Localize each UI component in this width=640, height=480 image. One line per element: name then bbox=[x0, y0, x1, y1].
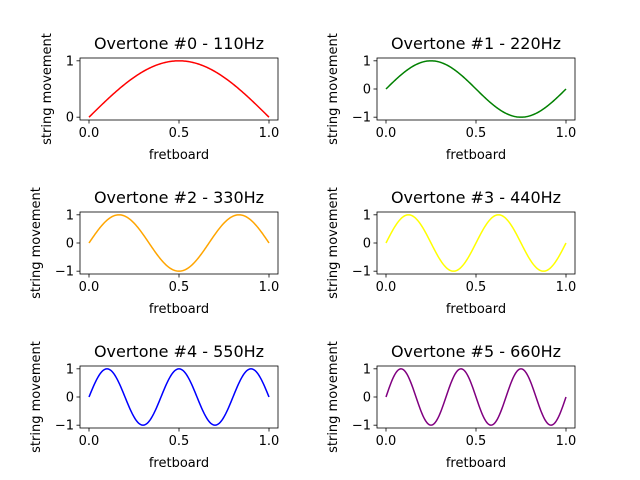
subplot-1: 0.0 0.5 1.0 −1 0 1 Overtone #1 - 220Hz fretboar… bbox=[326, 33, 576, 163]
series-line bbox=[88, 214, 270, 272]
x-axis-label: fretboard bbox=[149, 148, 209, 163]
x-tick-label: 0.0 bbox=[79, 126, 100, 141]
y-tick-label: 1 bbox=[66, 54, 74, 69]
x-axis-label: fretboard bbox=[446, 456, 506, 471]
y-tick-label: 0 bbox=[363, 83, 371, 98]
x-axis-label: fretboard bbox=[149, 456, 209, 471]
y-tick-label: −1 bbox=[352, 419, 371, 434]
x-tick-label: 0.0 bbox=[376, 280, 397, 295]
y-axis-label: string movement bbox=[29, 187, 44, 299]
series-line bbox=[385, 368, 567, 426]
axes-frame bbox=[79, 365, 279, 429]
subplot-5: 0.0 0.5 1.0 −1 0 1 Overtone #5 - 660Hz fretboar… bbox=[326, 341, 576, 471]
x-tick-label: 0.0 bbox=[376, 126, 397, 141]
y-axis-label: string movement bbox=[29, 341, 44, 453]
x-tick-label: 0.0 bbox=[79, 434, 100, 449]
y-tick-label: 0 bbox=[363, 391, 371, 406]
subplot-title: Overtone #0 - 110Hz bbox=[94, 34, 264, 53]
y-tick-label: 0 bbox=[363, 237, 371, 252]
subplot-4: 0.0 0.5 1.0 −1 0 1 Overtone #4 - 550Hz fretboar… bbox=[29, 341, 279, 471]
x-tick-label: 0.5 bbox=[466, 434, 487, 449]
y-tick-label: 1 bbox=[363, 362, 371, 377]
x-tick-label: 0.0 bbox=[79, 280, 100, 295]
x-tick-label: 1.0 bbox=[556, 434, 577, 449]
x-tick-label: 1.0 bbox=[259, 280, 280, 295]
x-axis-label: fretboard bbox=[446, 302, 506, 317]
subplot-3: 0.0 0.5 1.0 −1 0 1 Overtone #3 - 440Hz fretboar… bbox=[326, 187, 576, 317]
y-axis-label: string movement bbox=[326, 187, 341, 299]
series-line bbox=[385, 60, 567, 118]
series-line bbox=[88, 368, 270, 426]
subplot-title: Overtone #5 - 660Hz bbox=[391, 342, 561, 361]
axes-frame bbox=[79, 211, 279, 275]
subplot-0: 0.0 0.5 1.0 0 1 Overtone #0 - 110Hz fretboard s… bbox=[40, 33, 279, 163]
y-axis-label: string movement bbox=[326, 341, 341, 453]
y-tick-label: 0 bbox=[66, 391, 74, 406]
x-axis-label: fretboard bbox=[446, 148, 506, 163]
y-tick-label: 1 bbox=[66, 208, 74, 223]
y-tick-label: −1 bbox=[55, 265, 74, 280]
series-line bbox=[88, 60, 270, 118]
x-tick-label: 0.5 bbox=[169, 434, 190, 449]
subplot-title: Overtone #2 - 330Hz bbox=[94, 188, 264, 207]
y-tick-label: 1 bbox=[66, 362, 74, 377]
y-tick-label: −1 bbox=[55, 419, 74, 434]
y-tick-label: −1 bbox=[352, 111, 371, 126]
x-tick-label: 0.5 bbox=[466, 126, 487, 141]
x-tick-label: 0.5 bbox=[169, 280, 190, 295]
x-tick-label: 1.0 bbox=[556, 126, 577, 141]
y-tick-label: −1 bbox=[352, 265, 371, 280]
y-axis-label: string movement bbox=[40, 33, 55, 145]
x-tick-label: 0.5 bbox=[466, 280, 487, 295]
x-tick-label: 1.0 bbox=[259, 126, 280, 141]
y-tick-label: 0 bbox=[66, 111, 74, 126]
subplot-title: Overtone #3 - 440Hz bbox=[391, 188, 561, 207]
y-tick-label: 1 bbox=[363, 54, 371, 69]
y-tick-label: 1 bbox=[363, 208, 371, 223]
subplot-title: Overtone #1 - 220Hz bbox=[391, 34, 561, 53]
x-tick-label: 0.5 bbox=[169, 126, 190, 141]
x-tick-label: 0.0 bbox=[376, 434, 397, 449]
x-tick-label: 1.0 bbox=[259, 434, 280, 449]
subplot-2: 0.0 0.5 1.0 −1 0 1 Overtone #2 - 330Hz fretboar… bbox=[29, 187, 279, 317]
y-axis-label: string movement bbox=[326, 33, 341, 145]
y-tick-label: 0 bbox=[66, 237, 74, 252]
axes-frame bbox=[79, 57, 279, 121]
subplot-title: Overtone #4 - 550Hz bbox=[94, 342, 264, 361]
series-line bbox=[385, 214, 567, 272]
x-tick-label: 1.0 bbox=[556, 280, 577, 295]
x-axis-label: fretboard bbox=[149, 302, 209, 317]
